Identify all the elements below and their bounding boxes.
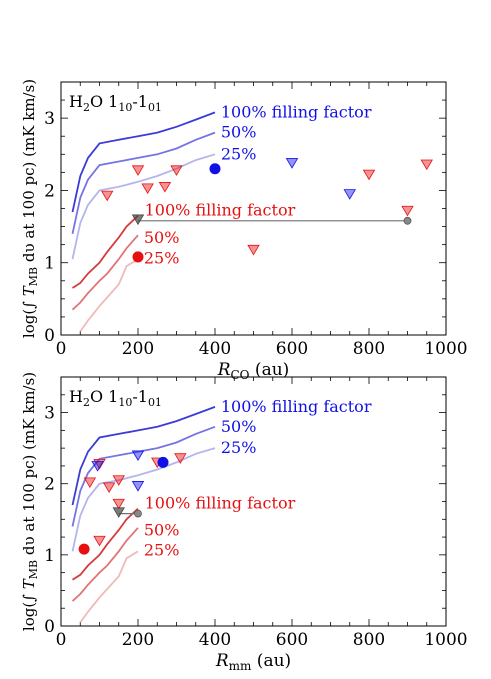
x-tick-label: 400 xyxy=(199,339,231,359)
series-line-red-1 xyxy=(72,215,139,289)
series-label-red: 100% filling factor xyxy=(145,201,296,220)
series-label-blue: 100% filling factor xyxy=(221,397,372,416)
series-label-red: 100% filling factor xyxy=(145,494,296,513)
upper-limit-red xyxy=(401,205,414,217)
upper-limit-red xyxy=(93,535,106,547)
upper-limit-red xyxy=(112,475,125,486)
detection-point xyxy=(157,456,169,468)
upper-limit-blue xyxy=(343,189,356,200)
upper-limit-blue xyxy=(285,158,299,169)
upper-limit-red xyxy=(131,165,145,176)
upper-limit-red xyxy=(83,477,97,489)
upper-limit-blue xyxy=(131,450,145,461)
series-label-blue: 50% xyxy=(221,417,257,436)
series-label-blue: 100% filling factor xyxy=(221,102,372,121)
upper-limit-red xyxy=(174,453,187,464)
x-axis-label: Rmm (au) xyxy=(215,651,291,673)
series-line-blue-1 xyxy=(71,111,216,213)
x-tick-label: 200 xyxy=(122,630,154,650)
series-label-red: 25% xyxy=(144,541,180,560)
series-line-red-2 xyxy=(71,527,139,602)
detection-point xyxy=(132,251,144,263)
upper-limit-red xyxy=(170,165,183,176)
series-line-red-2 xyxy=(71,234,139,311)
upper-limit-gray xyxy=(131,214,145,226)
series-label-blue: 50% xyxy=(221,123,257,142)
series-line-blue-2 xyxy=(71,425,216,527)
x-tick-label: 800 xyxy=(353,339,385,359)
series-line-red-3 xyxy=(79,258,139,332)
panel-2: 0 200 400 600 800 1000 0 1 2 3 Rmm (au) log(∫ TMB d… xyxy=(20,372,468,673)
panel-label: H2O 110-101 xyxy=(69,92,162,114)
panel-1: 0 200 400 600 800 1000 0 1 2 3 RCO (au) log(∫ TMB d… xyxy=(20,79,468,382)
y-axis-label: log(∫ TMB dυ at 100 pc) (mK km/s) xyxy=(20,372,40,631)
y-tick-label: 3 xyxy=(44,404,55,424)
series-label-blue: 25% xyxy=(221,144,257,163)
series-line-blue-1 xyxy=(71,406,216,506)
x-tick-label: 1000 xyxy=(424,339,467,359)
y-tick-label: 1 xyxy=(44,546,55,566)
upper-limit-gray xyxy=(112,507,125,518)
detection-point xyxy=(209,163,221,175)
y-tick-label: 0 xyxy=(44,617,55,637)
y-tick-label: 2 xyxy=(44,475,55,495)
x-tick-label: 400 xyxy=(199,630,231,650)
upper-limit-red xyxy=(362,169,376,181)
upper-limit-red xyxy=(158,182,172,193)
x-tick-label: 600 xyxy=(276,339,308,359)
y-tick-label: 2 xyxy=(44,181,55,201)
x-tick-label: 200 xyxy=(122,339,154,359)
series-label-blue: 25% xyxy=(221,438,257,457)
y-axis-label: log(∫ TMB dυ at 100 pc) (mK km/s) xyxy=(20,79,40,338)
upper-limit-red xyxy=(247,244,260,256)
y-tick-label: 0 xyxy=(44,326,55,346)
gray-point xyxy=(134,509,142,518)
x-axis-label: RCO (au) xyxy=(217,360,290,382)
upper-limit-red xyxy=(101,190,114,202)
series-label-red: 50% xyxy=(144,228,180,247)
series-label-red: 50% xyxy=(144,521,180,540)
y-tick-label: 3 xyxy=(44,109,55,129)
gray-point xyxy=(403,216,412,225)
x-tick-label: 600 xyxy=(276,630,308,650)
detection-point xyxy=(78,543,90,555)
panel-label: H2O 110-101 xyxy=(69,387,162,409)
upper-limit-red xyxy=(112,498,125,510)
x-tick-label: 0 xyxy=(56,630,67,650)
x-tick-label: 800 xyxy=(353,630,385,650)
x-tick-label: 1000 xyxy=(424,630,467,650)
x-tick-label: 0 xyxy=(56,339,67,359)
upper-limit-red xyxy=(420,159,433,171)
upper-limit-red xyxy=(141,183,154,194)
upper-limit-red xyxy=(102,482,116,494)
upper-limit-blue xyxy=(91,461,104,472)
upper-limit-blue xyxy=(131,481,145,492)
series-line-red-1 xyxy=(72,507,139,581)
series-label-red: 25% xyxy=(144,248,180,267)
series-line-blue-3 xyxy=(71,447,216,552)
series-line-red-3 xyxy=(79,550,139,623)
series-line-blue-2 xyxy=(71,131,216,234)
y-tick-label: 1 xyxy=(44,254,55,274)
series-line-blue-3 xyxy=(71,153,216,260)
